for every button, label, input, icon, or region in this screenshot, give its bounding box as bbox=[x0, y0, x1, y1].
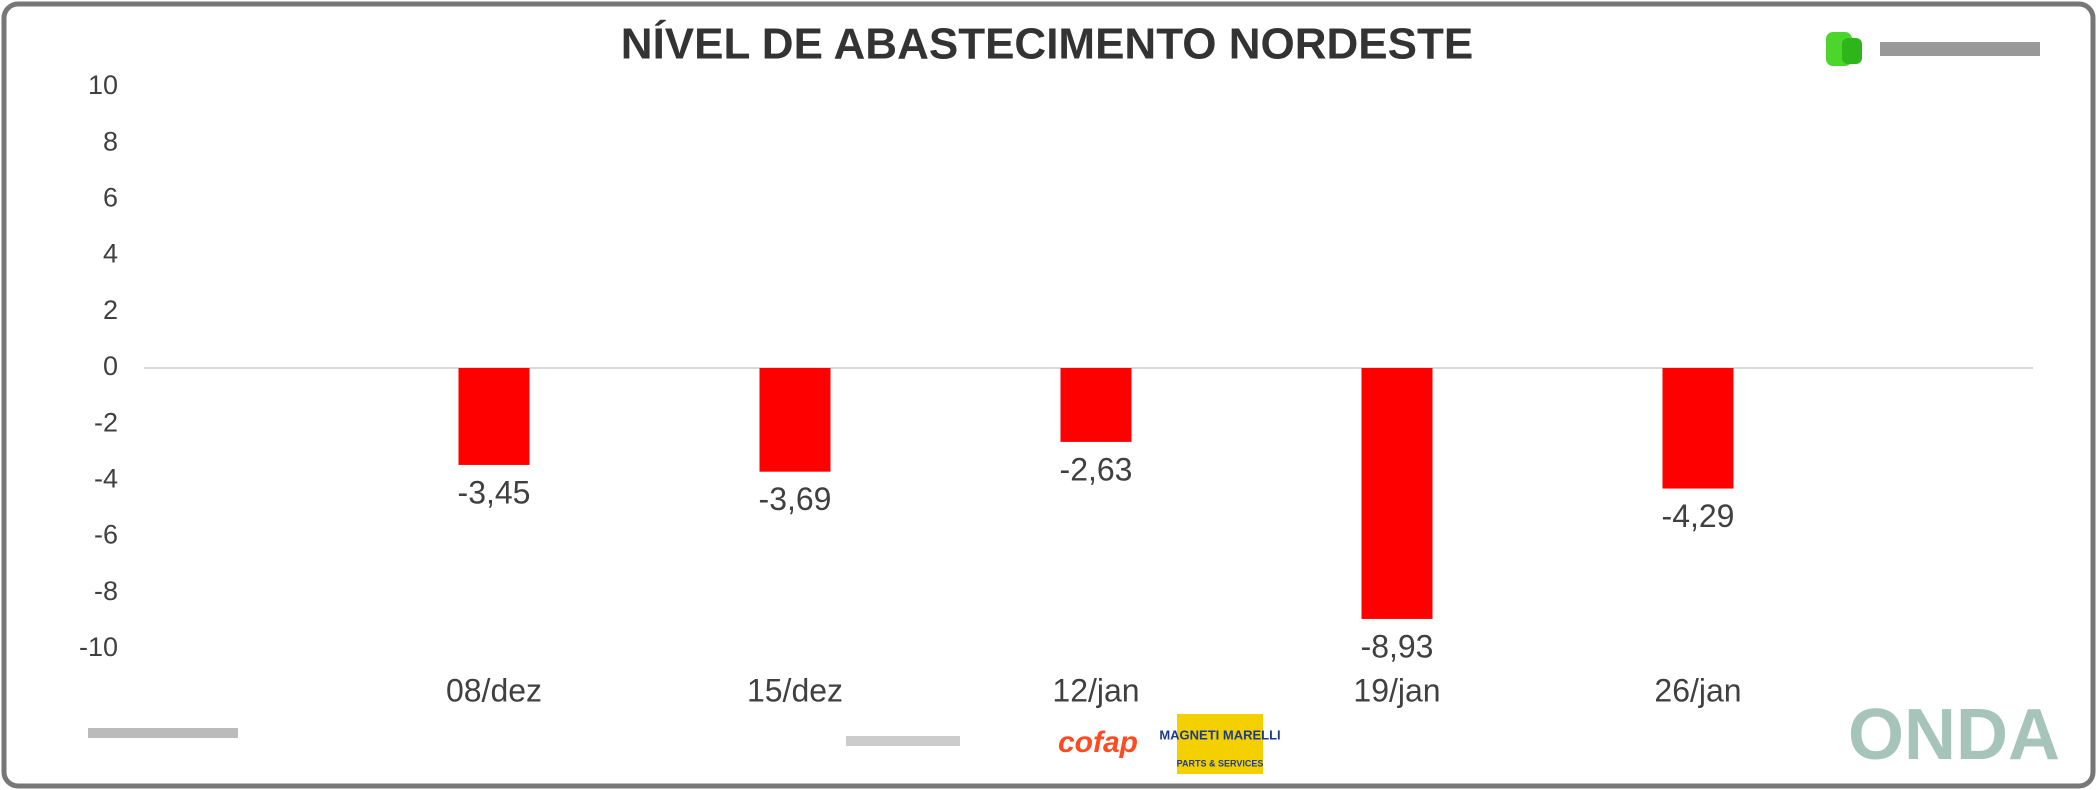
y-tick-label: -2 bbox=[94, 407, 118, 437]
x-tick-label: 12/jan bbox=[1052, 672, 1139, 708]
bar bbox=[1662, 368, 1734, 489]
sponsor-logo: cofap bbox=[1058, 726, 1138, 759]
bar bbox=[759, 368, 831, 472]
value-label: -4,29 bbox=[1662, 498, 1735, 534]
bar bbox=[458, 368, 530, 465]
y-tick-label: 6 bbox=[103, 183, 118, 213]
y-tick-label: -6 bbox=[94, 520, 118, 550]
value-label: -8,93 bbox=[1361, 628, 1434, 664]
y-tick-label: -10 bbox=[79, 632, 118, 662]
chart-title: NÍVEL DE ABASTECIMENTO NORDESTE bbox=[621, 19, 1473, 69]
y-tick-label: 0 bbox=[103, 351, 118, 381]
sponsor-logo-sub: PARTS & SERVICES bbox=[1177, 758, 1264, 768]
y-tick-label: -4 bbox=[94, 464, 118, 494]
source-note bbox=[88, 728, 238, 738]
y-tick-label: 4 bbox=[103, 239, 118, 269]
x-tick-label: 26/jan bbox=[1654, 672, 1741, 708]
sponsor-logo: MAGNETI MARELLI bbox=[1159, 727, 1280, 742]
x-tick-label: 08/dez bbox=[446, 672, 542, 708]
logo-mark bbox=[1842, 38, 1862, 64]
bar bbox=[1060, 368, 1132, 442]
y-tick-label: -8 bbox=[94, 576, 118, 606]
x-tick-label: 15/dez bbox=[747, 672, 843, 708]
value-label: -2,63 bbox=[1060, 451, 1133, 487]
value-label: -3,69 bbox=[759, 481, 832, 517]
x-tick-label: 19/jan bbox=[1353, 672, 1440, 708]
y-tick-label: 2 bbox=[103, 295, 118, 325]
value-label: -3,45 bbox=[458, 474, 531, 510]
sponsor-logo-box bbox=[1177, 714, 1263, 774]
top-logo bbox=[1826, 32, 2040, 66]
sponsor-note bbox=[846, 736, 960, 746]
bar bbox=[1361, 368, 1433, 619]
y-tick-label: 10 bbox=[88, 70, 118, 100]
y-tick-label: 8 bbox=[103, 126, 118, 156]
brand-logo: ONDA bbox=[1848, 695, 2060, 775]
logo-text bbox=[1880, 42, 2040, 56]
